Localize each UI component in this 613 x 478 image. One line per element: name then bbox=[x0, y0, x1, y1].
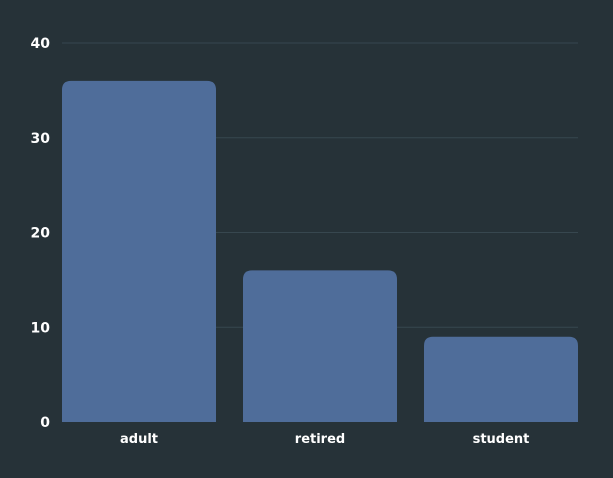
bar-retired bbox=[243, 270, 397, 422]
y-tick-label: 20 bbox=[31, 226, 51, 242]
x-tick-label: retired bbox=[295, 432, 345, 447]
bar-student bbox=[424, 336, 578, 422]
y-tick-label: 30 bbox=[31, 131, 51, 147]
y-tick-label: 40 bbox=[31, 36, 51, 52]
x-tick-label: adult bbox=[120, 432, 158, 447]
y-tick-label: 10 bbox=[31, 320, 51, 336]
bars bbox=[62, 80, 578, 423]
bar-adult bbox=[62, 80, 216, 423]
x-axis: adult retired student bbox=[120, 432, 529, 447]
y-tick-label: 0 bbox=[40, 415, 50, 431]
x-tick-label: student bbox=[473, 432, 530, 447]
y-axis: 0 10 20 30 40 bbox=[31, 36, 51, 431]
